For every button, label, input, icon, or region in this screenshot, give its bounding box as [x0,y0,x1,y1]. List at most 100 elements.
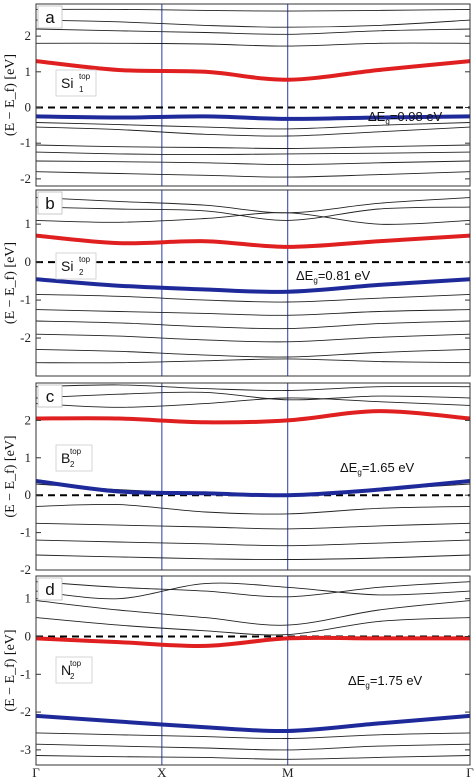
x-tick-label: X [157,765,167,780]
y-tick-label: -2 [20,330,31,345]
site-label-sup: top [70,447,82,456]
gap-label: ΔEg=1.75 eV [348,673,423,690]
y-tick-label: -1 [20,292,31,307]
gap-label: ΔEg=0.98 eV [368,109,443,126]
y-tick-label: -2 [20,704,31,719]
conduction-band-line [36,59,470,82]
y-tick-label: 0 [25,628,32,643]
conduction-band-line [36,409,470,425]
site-label: N2 top [55,656,93,684]
band-line [36,581,470,598]
y-tick-label: -2 [20,562,31,577]
y-tick-label: 1 [25,64,32,79]
x-tick-label: Γ [32,765,40,780]
plot-area [36,383,470,570]
band-line [36,122,470,130]
band-line [36,197,470,214]
panel-letter-text: c [46,387,55,406]
conduction-band-line [36,635,470,648]
valence-band-line [36,114,470,121]
band-line [36,293,470,303]
band-line [36,522,470,530]
site-label-sub: 2 [79,268,84,277]
site-label-text: N [61,662,71,678]
y-tick-label: -3 [20,742,31,757]
panel-frame [35,382,471,571]
x-tick-label: Γ [466,765,474,780]
gap-label: ΔEg=0.81 eV [296,268,371,285]
site-label-sup: top [79,255,91,264]
panel-letter: d [37,577,63,601]
band-line [36,160,470,166]
panel-frame [35,189,471,377]
gap-label: ΔEg=1.65 eV [340,460,415,477]
panel-letter: c [37,384,63,408]
panel-letter-text: d [45,580,54,599]
band-line [36,732,470,740]
site-label-sup: top [70,659,82,668]
band-line [36,8,470,12]
y-tick-label: 0 [25,487,32,502]
y-axis-label: (E − E_f) [eV] [3,54,18,136]
band-line [36,309,470,316]
site-label-text: Si [61,258,73,274]
valence-band-line [36,277,470,294]
y-tick-label: -1 [20,135,31,150]
site-label-sub: 2 [70,672,75,681]
band-line [36,582,470,600]
conduction-band-line [36,233,470,249]
y-tick-label: 1 [25,450,32,465]
panel-frame [35,575,471,766]
band-line [36,397,470,408]
y-axis-label: (E − E_f) [eV] [3,629,18,711]
y-axis-label: (E − E_f) [eV] [3,435,18,517]
band-line [36,554,470,560]
panel-a: -2 -1 0 1 2 (E − E_f) [eV] a Si 1 top ΔEg=0.98 eV [3,3,471,187]
plot-area [36,576,470,765]
y-tick-label: -1 [20,666,31,681]
valence-band-line [36,479,470,498]
site-label-text: B [61,450,70,466]
valence-band-line [36,713,470,734]
y-tick-label: 1 [25,216,32,231]
panel-b: -2 -1 0 1 (E − E_f) [eV] b Si 2 top ΔEg=0.81 eV [3,189,471,377]
band-line [36,126,470,137]
site-label-text: Si [61,75,73,91]
panel-letter: b [37,191,63,215]
plot-area [36,190,470,376]
band-line [36,212,470,225]
y-tick-label: 0 [25,254,32,269]
y-tick-label: 2 [25,412,32,427]
x-tick-label: M [282,765,294,780]
site-label: Si 1 top [55,69,97,97]
band-line [36,743,470,751]
panel-d: -3 -2 -1 0 1 (E − E_f) [eV] d N2 top ΔEg=1.75 eV [3,575,471,766]
y-tick-label: -1 [20,525,31,540]
panel-frame [35,3,471,187]
site-label-sup: top [79,72,91,81]
y-tick-label: 2 [25,28,32,43]
band-line [36,171,470,178]
site-label: B 2 top [55,444,93,472]
band-line [36,206,470,221]
y-tick-label: 1 [25,591,32,606]
band-line [36,391,470,401]
plot-area [36,4,470,186]
site-label: Si 2 top [55,252,97,280]
band-line [36,617,470,636]
panel-letter-text: a [45,8,55,27]
band-line [36,348,470,358]
band-line [36,358,470,364]
panel-letter-text: b [45,194,54,213]
band-line [36,151,470,156]
band-line [36,28,470,35]
y-tick-label: -2 [20,171,31,186]
band-line [36,539,470,547]
band-line [36,755,470,760]
band-line [36,320,470,330]
y-tick-label: 0 [25,99,32,114]
site-label-sub: 2 [70,460,75,469]
